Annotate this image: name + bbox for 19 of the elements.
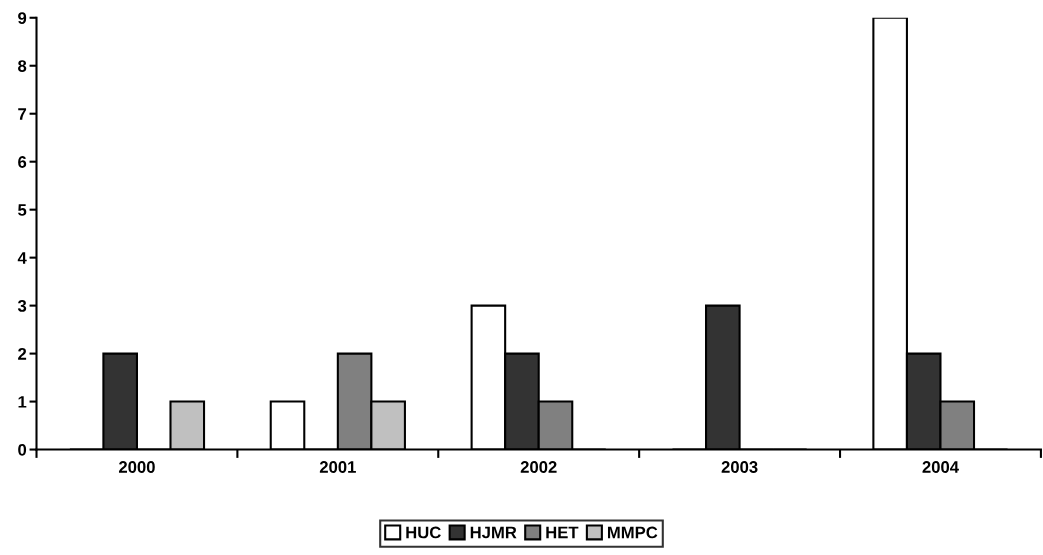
y-tick-label: 6 [18,156,27,168]
y-tick-label: 4 [17,252,27,264]
x-tick-label: 2000 [118,461,155,473]
legend-label: HET [546,526,579,539]
x-tick-label: 2003 [721,461,758,473]
legend-label: HUC [406,526,441,539]
legend-label: MMPC [607,526,658,539]
x-tick-label: 2004 [922,461,959,473]
y-tick-label: 8 [18,60,27,72]
y-tick-label: 2 [18,348,27,360]
x-tick-label: 2002 [520,461,557,473]
legend-label: HJMR [470,526,517,539]
y-tick-label: 3 [17,300,27,312]
y-tick-label: 7 [18,108,27,120]
y-tick-label: 5 [18,204,27,216]
y-tick-label: 1 [18,396,27,408]
x-tick-label: 2001 [319,461,356,473]
y-tick-label: 0 [18,443,27,456]
y-tick-label: 9 [18,12,27,24]
